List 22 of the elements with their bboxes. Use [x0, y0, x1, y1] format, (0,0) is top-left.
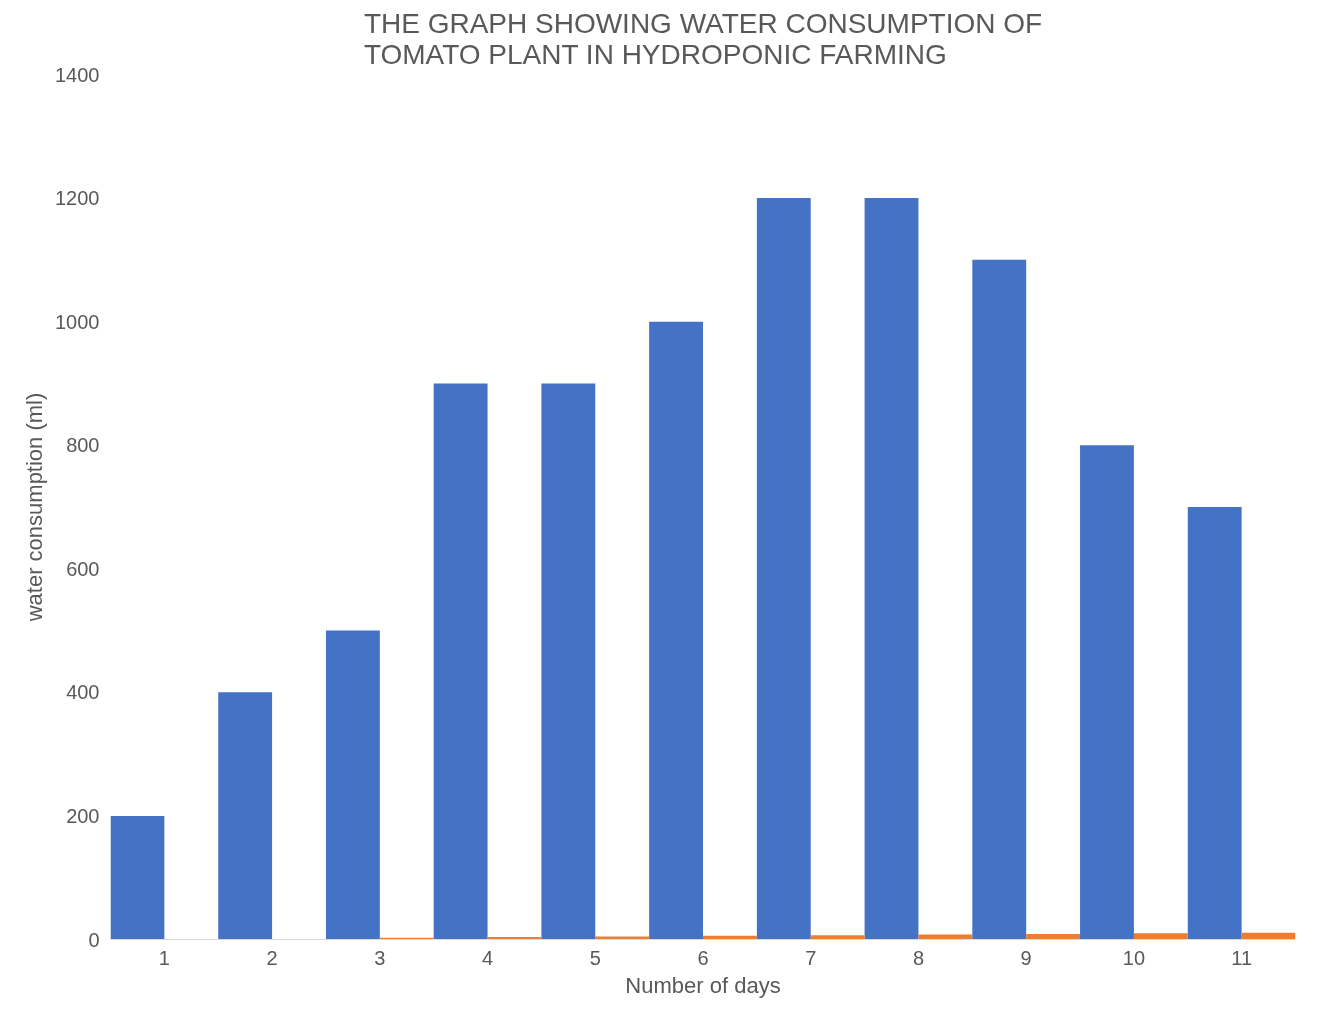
x-tick-label: 11 [1231, 946, 1253, 969]
x-tick-label: 8 [912, 946, 925, 969]
x-tick-label: 3 [374, 946, 386, 969]
chart-title: THE GRAPH SHOWING WATER CONSUMPTION OF TOMATO PLANT IN HYDROPONIC FARMING [363, 7, 1043, 70]
x-tick-label: 9 [1020, 946, 1032, 969]
y-tick-label: 0 [88, 928, 100, 951]
y-axis-title: water consumption (ml) [22, 392, 48, 623]
x-tick-label: 2 [266, 946, 278, 969]
x-tick-label: 7 [805, 946, 817, 969]
x-tick-label: 1 [158, 946, 170, 969]
y-tick-label: 1200 [55, 187, 100, 210]
x-tick-label: 10 [1122, 946, 1146, 969]
y-tick-label: 400 [66, 681, 100, 704]
y-tick-label: 200 [66, 804, 100, 827]
y-tick-label: 1000 [55, 310, 100, 333]
x-tick-label: 5 [589, 946, 601, 969]
y-tick-label: 1400 [55, 63, 100, 86]
x-axis-title: Number of days [625, 972, 781, 998]
y-tick-label: 800 [66, 434, 100, 457]
y-tick-label: 600 [66, 557, 100, 580]
x-tick-label: 6 [697, 946, 709, 969]
x-tick-label: 4 [481, 946, 494, 969]
